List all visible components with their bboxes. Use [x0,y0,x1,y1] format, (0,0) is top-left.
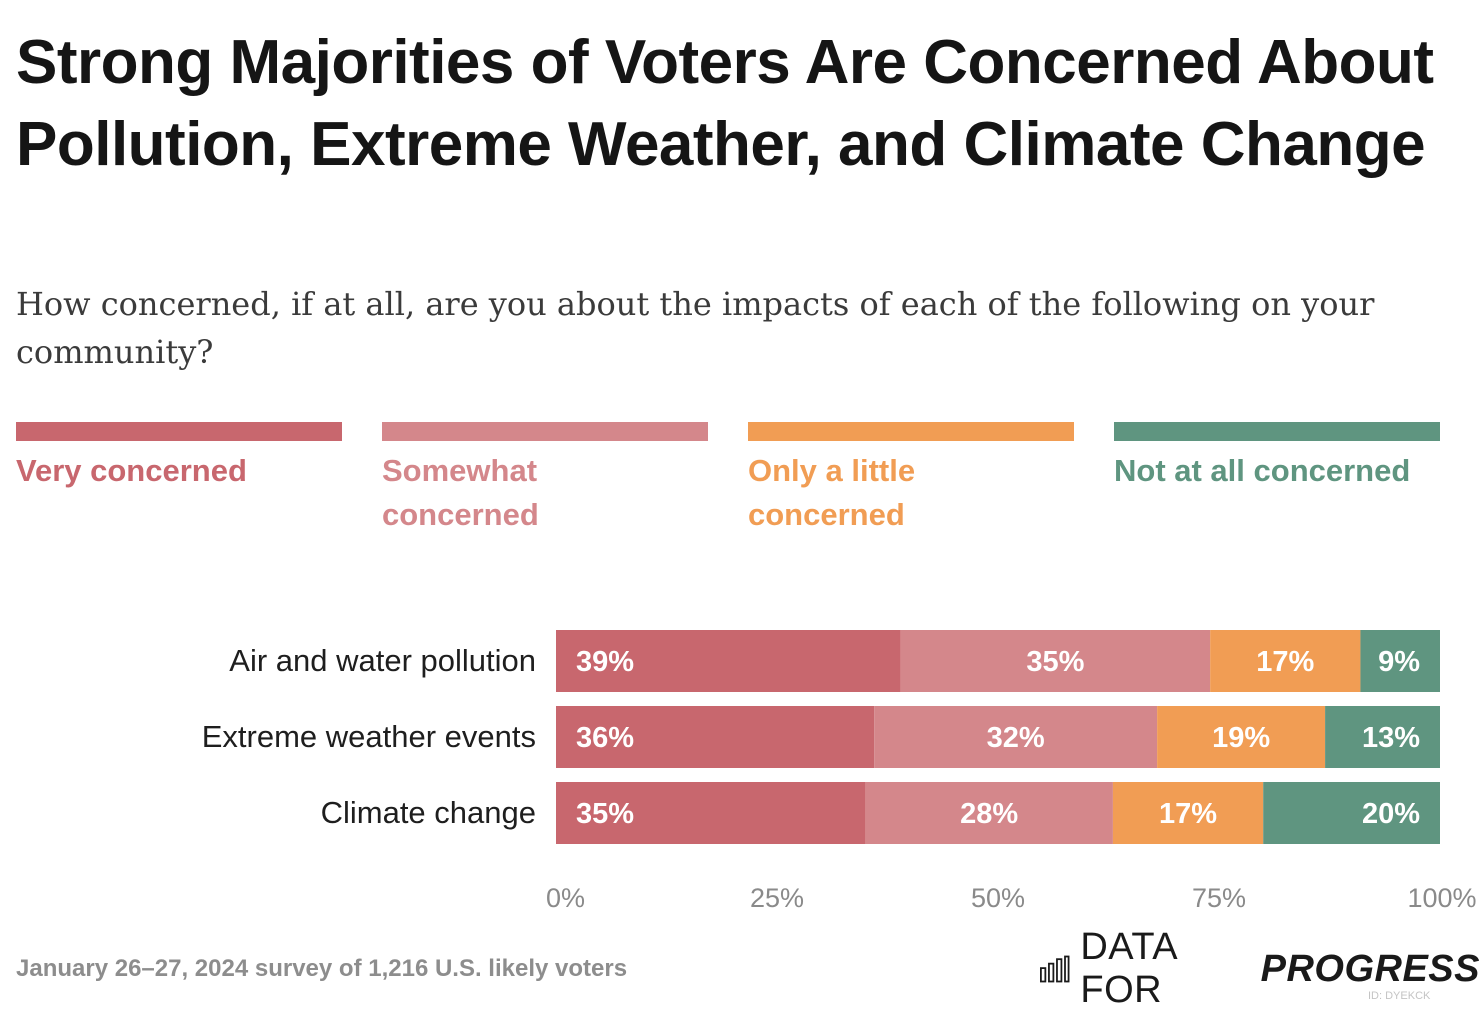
x-tick-label-50: 50% [971,883,1025,913]
bar-extreme-weather-events-only-a-little-concerned [1157,706,1326,768]
brand-strong: PROGRESS [1260,947,1480,990]
legend-item-very-concerned: Very concerned [16,422,342,493]
survey-note: January 26–27, 2024 survey of 1,216 U.S.… [16,955,628,982]
value-label-air-and-water-pollution-not-at-all-concerned: 9% [1378,646,1420,678]
value-label-climate-change-only-a-little-concerned: 17% [1159,798,1217,830]
bar-chart-logo-icon [1040,955,1070,983]
legend-label-somewhat-concerned: Somewhat concerned [382,453,539,532]
chart-subtitle: How concerned, if at all, are you about … [16,285,1375,371]
x-tick-label-25: 25% [750,883,804,913]
bar-climate-change-very-concerned [556,782,866,844]
legend-item-only-a-little: Only a little concerned [748,422,1074,537]
x-tick-label-75: 75% [1192,883,1246,913]
value-label-climate-change-somewhat-concerned: 28% [960,798,1018,830]
row-label-air-water: Air and water pollution [229,643,536,678]
brand-logo: DATA FOR PROGRESS [1040,926,1480,1011]
legend-swatch-only-a-little [748,422,1074,441]
value-label-air-and-water-pollution-very-concerned: 39% [576,646,634,678]
x-tick-label-100: 100% [1407,883,1476,913]
legend-label-not-at-all: Not at all concerned [1114,453,1411,488]
legend-swatch-somewhat-concerned [382,422,708,441]
row-label-extreme-weather: Extreme weather events [201,719,536,754]
bar-extreme-weather-events-somewhat-concerned [874,706,1158,768]
value-label-climate-change-not-at-all-concerned: 20% [1362,798,1420,830]
legend-swatch-very-concerned [16,422,342,441]
bar-air-and-water-pollution-only-a-little-concerned [1210,630,1361,692]
value-label-air-and-water-pollution-only-a-little-concerned: 17% [1256,646,1314,678]
value-label-air-and-water-pollution-somewhat-concerned: 35% [1026,646,1084,678]
bar-climate-change-only-a-little-concerned [1112,782,1264,844]
bar-air-and-water-pollution-very-concerned [556,630,901,692]
value-label-extreme-weather-events-very-concerned: 36% [576,722,634,754]
legend-label-very-concerned: Very concerned [16,453,247,488]
value-label-extreme-weather-events-somewhat-concerned: 32% [987,722,1045,754]
bar-air-and-water-pollution-somewhat-concerned [900,630,1211,692]
value-label-climate-change-very-concerned: 35% [576,798,634,830]
chart-title: Strong Majorities of Voters Are Concerne… [16,28,1434,179]
bar-climate-change-somewhat-concerned [865,782,1113,844]
bar-extreme-weather-events-very-concerned [556,706,875,768]
bar-air-and-water-pollution-not-at-all-concerned [1360,630,1440,692]
brand-prefix: DATA FOR [1080,926,1176,1011]
row-label-climate-change: Climate change [320,795,536,830]
value-label-extreme-weather-events-only-a-little-concerned: 19% [1212,722,1270,754]
bar-climate-change-not-at-all-concerned [1263,782,1440,844]
legend-item-somewhat-concerned: Somewhat concerned [382,422,708,537]
legend-swatch-not-at-all [1114,422,1440,441]
legend-label-only-a-little: Only a little concerned [748,453,916,532]
chart-id: ID: DYEKCK [1368,990,1431,1002]
legend-item-not-at-all: Not at all concerned [1114,422,1440,493]
x-tick-label-0: 0% [546,883,585,913]
bar-extreme-weather-events-not-at-all-concerned [1325,706,1440,768]
value-label-extreme-weather-events-not-at-all-concerned: 13% [1362,722,1420,754]
